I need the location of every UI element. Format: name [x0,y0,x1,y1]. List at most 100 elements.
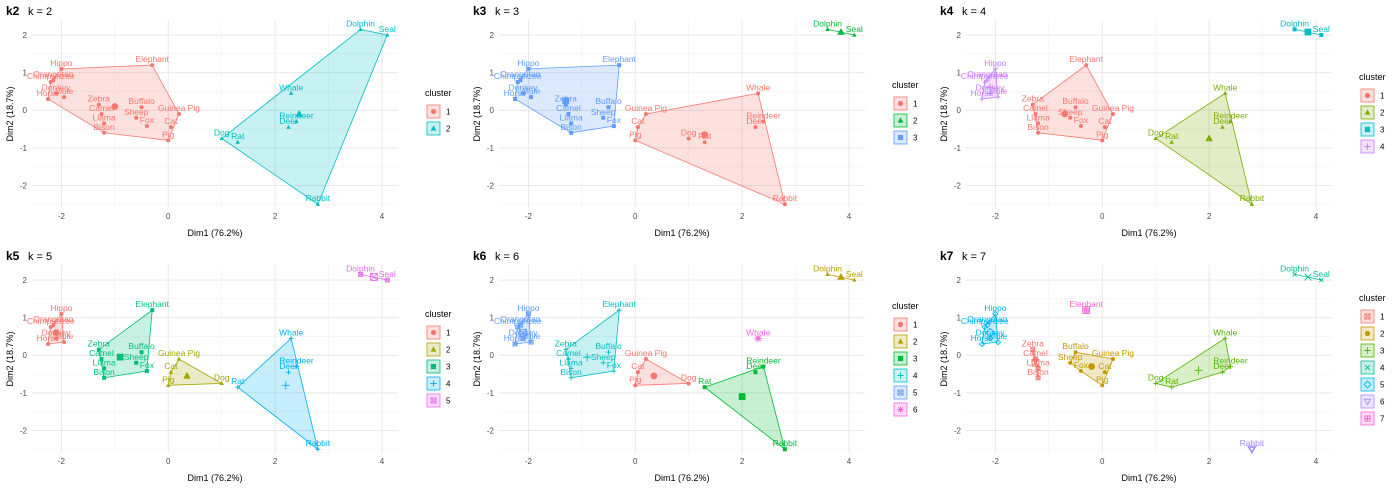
point-label: Donkey [42,82,72,92]
point-label: Cat [1098,116,1112,126]
legend-label: 4 [1380,364,1385,373]
data-point [1153,136,1158,141]
legend-title: cluster [892,301,919,311]
point-label: Deer [746,116,765,126]
point-label: Buffalo [595,341,622,351]
data-point [102,366,107,371]
legend-label: 2 [446,125,451,134]
x-tick-label: -2 [525,212,533,221]
point-label: Dog [1148,372,1164,382]
grid-lines [966,20,1332,208]
point-label: Bison [1027,122,1049,132]
point-label: Bison [560,122,582,132]
point-label: Buffalo [1062,96,1089,106]
legend-label: 5 [1380,381,1385,390]
data-point [1035,375,1041,381]
legend-marker [897,321,904,328]
data-point [59,311,64,316]
y-tick-label: -1 [20,389,28,398]
point-label: Llama [93,357,116,367]
legend-marker [897,134,904,141]
data-point [782,202,787,207]
data-point [294,364,299,369]
point-label: Dog [214,127,230,137]
chart-title: k = 2 [28,6,52,18]
point-label: Dolphin [1280,263,1309,273]
point-label: Mule [989,331,1008,341]
point-label: Horse [504,88,527,98]
data-point [315,201,321,206]
point-label: Horse [971,88,994,98]
cluster-centroid [183,371,191,379]
data-point [48,325,53,330]
data-point [702,385,707,390]
data-point [102,121,107,126]
point-label: Seal [1313,24,1330,34]
point-label: Whale [746,327,770,337]
y-tick-label: -2 [20,426,28,435]
point-label: Rat [698,376,712,386]
panel-tag: k2 [6,4,20,18]
point-label: Hippo [984,58,1006,68]
chart-title: k = 5 [28,251,52,263]
cluster-centroid [1246,445,1257,455]
legend-label: 4 [1380,143,1385,152]
data-point [1068,115,1073,120]
data-point [96,102,101,107]
data-point [984,321,991,329]
data-point [984,77,990,83]
y-tick-label: 0 [957,351,962,360]
legend-label: 6 [1380,398,1385,407]
point-label: Reindeer [279,356,314,366]
legend-label: 5 [913,389,918,398]
x-tick-label: 0 [166,212,171,221]
y-tick-label: -1 [954,389,962,398]
legend-marker [1363,398,1372,406]
cluster-hull-3 [1154,337,1231,388]
point-label: Pig [1096,374,1109,384]
legend-key [1360,377,1375,392]
y-tick-label: -2 [487,426,495,435]
data-point [601,115,606,120]
point-label: Hippo [517,303,539,313]
data-point [99,112,104,116]
data-point [288,335,294,341]
data-point [134,115,139,120]
point-label: Dog [214,372,230,382]
point-label: Chimpanzee [27,316,75,326]
cluster-centroid [1088,363,1095,370]
data-point [358,27,363,31]
x-tick-label: 2 [740,212,745,221]
data-point [315,446,321,452]
cluster-centroid [650,372,658,380]
point-label: Rat [1165,376,1179,386]
point-label: Camel [89,103,114,113]
data-point [176,112,181,116]
point-label: Orangutan [967,314,1007,324]
data-point [512,341,518,347]
chart-k4: -2 0 2 4 -2 -1 0 1 2 k4 k = 4 Dim1 (76.2%) Dim2 (18.… [939,4,1386,238]
grid-lines [32,265,398,453]
data-point [566,112,571,116]
data-point [753,125,758,130]
data-point [1220,124,1225,129]
point-label: Camel [1023,103,1048,113]
data-point [62,340,67,345]
data-point [686,136,691,141]
legend-label: 6 [913,406,918,415]
cluster-centroid [1061,110,1069,118]
point-label: Dolphin [813,18,842,28]
point-label: Bison [93,122,115,132]
point-label: Orangutan [967,69,1007,79]
legend-label: 7 [1380,415,1385,424]
data-point [1078,124,1083,129]
legend-marker [897,372,904,379]
data-point [1073,350,1078,355]
x-tick-label: 4 [380,457,385,466]
point-label: Rat [231,131,245,141]
data-point [568,375,574,381]
point-label: Whale [279,327,303,337]
data-point [600,360,606,366]
chart-k7: -2 0 2 4 -2 -1 0 1 2 k7 k = 7 Dim1 (76.2%) Dim2 (18.… [939,249,1386,483]
cluster-centroid [984,327,996,338]
